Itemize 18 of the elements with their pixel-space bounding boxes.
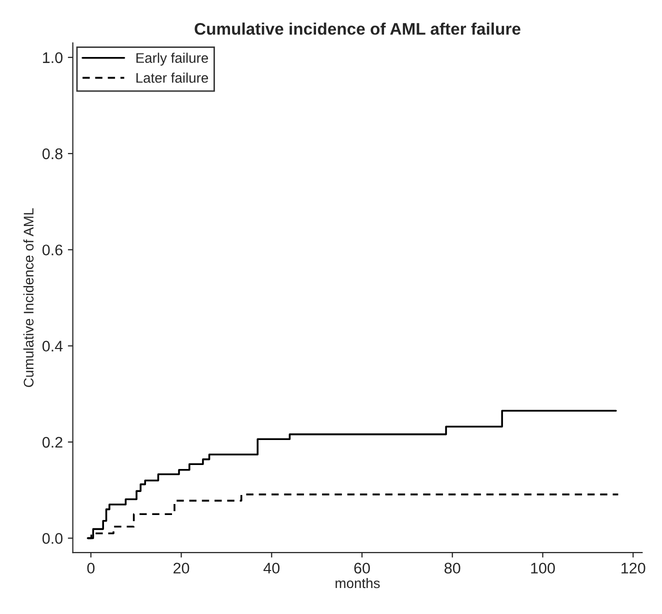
chart-title: Cumulative incidence of AML after failure [194,22,520,35]
y-tick-label: 1.0 [43,52,62,64]
legend-label: Later failure [136,72,208,83]
y-axis-title: Cumulative Incidence of AML [23,208,34,388]
y-tick-label: 0.0 [42,533,62,544]
y-tick-label: 0.4 [42,340,63,352]
x-tick-label: 60 [354,562,370,574]
y-tick-label: 0.6 [42,244,62,256]
x-tick-label: 40 [263,562,280,574]
x-tick-label: 0 [87,562,95,574]
legend-label: Early failure [136,52,208,66]
x-axis-title: months [336,578,380,588]
x-tick-label: 20 [174,562,190,574]
x-tick-label: 80 [444,562,460,574]
y-tick-label: 0.2 [42,436,62,448]
x-tick-label: 120 [622,562,646,574]
x-tick-label: 100 [531,562,555,574]
y-tick-label: 0.8 [42,148,62,160]
